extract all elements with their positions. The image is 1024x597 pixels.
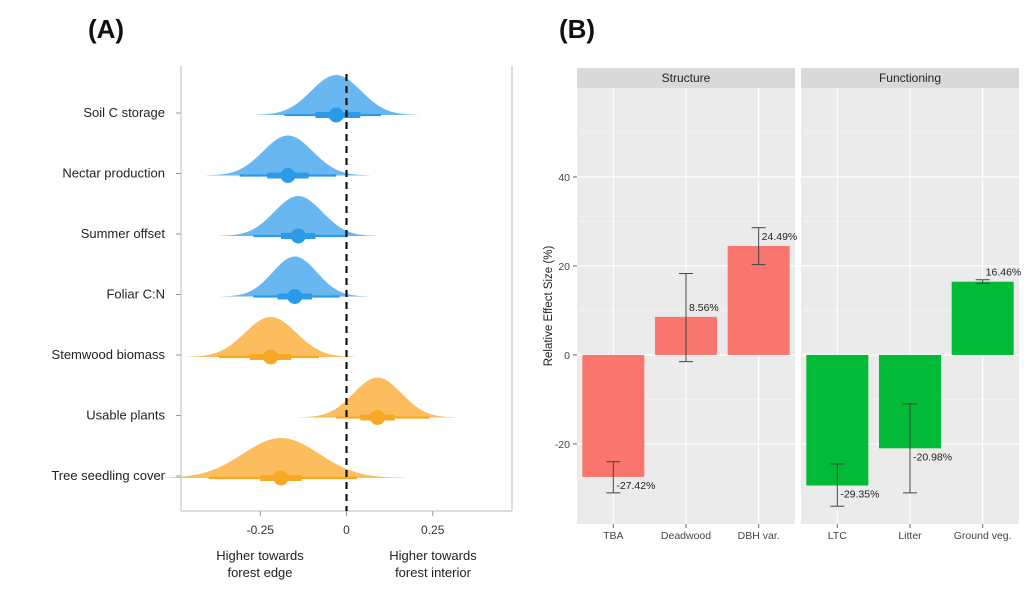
density-row	[176, 256, 368, 304]
density-row	[176, 75, 418, 123]
b-x-tick-label: Ground veg.	[954, 530, 1012, 542]
panel-b-chart: Structure Functioning -27.42% 8.56% 24.49%…	[543, 68, 1021, 542]
panel-a-label: (A)	[88, 14, 124, 44]
category-label: Usable plants	[86, 408, 165, 423]
mean-point	[328, 107, 344, 123]
panel-b-label: (B)	[559, 14, 595, 44]
density-core	[219, 196, 378, 236]
data-label: 24.49%	[762, 231, 798, 243]
facet-functioning-title: Functioning	[879, 71, 941, 85]
x-tick-label: 0.25	[421, 523, 445, 537]
density-core	[298, 377, 457, 418]
density-row	[155, 438, 407, 486]
mean-point	[370, 410, 386, 425]
mean-point	[273, 470, 289, 486]
b-y-axis-label: Relative Effect Size (%)	[543, 246, 555, 367]
data-label: -27.42%	[616, 480, 655, 492]
data-label: 16.46%	[986, 267, 1022, 279]
density-core	[186, 317, 356, 357]
b-x-tick-label: TBA	[603, 530, 623, 542]
category-label: Stemwood biomass	[52, 347, 166, 362]
b-y-tick-label: -20	[555, 439, 570, 451]
right-note-line1: Higher towards	[389, 548, 477, 563]
x-tick-label: -0.25	[247, 523, 275, 537]
b-x-tick-label: Deadwood	[661, 530, 711, 542]
right-note-line2: forest interior	[395, 565, 472, 580]
category-label: Summer offset	[81, 226, 166, 241]
density-core	[254, 75, 418, 115]
b-x-tick-label: Litter	[898, 530, 922, 542]
mean-point	[287, 289, 303, 304]
b-x-tick-label: LTC	[828, 530, 847, 542]
mean-point	[280, 168, 296, 183]
data-label: 8.56%	[689, 302, 719, 314]
b-x-tick-label: DBH var.	[738, 530, 780, 542]
category-label: Tree seedling cover	[51, 468, 165, 483]
panel-a-chart: Soil C storage Nectar production Summer of…	[51, 66, 513, 580]
category-label: Soil C storage	[83, 105, 165, 120]
bar	[951, 281, 1014, 355]
density-core	[155, 438, 407, 478]
bar	[582, 354, 645, 477]
facet-structure-strip	[577, 68, 795, 88]
data-label: -29.35%	[840, 489, 879, 501]
b-y-tick-label: 40	[558, 172, 570, 184]
density-row	[176, 196, 378, 244]
x-tick-label: 0	[343, 523, 350, 537]
left-note-line2: forest edge	[227, 565, 292, 580]
facet-functioning-strip	[801, 68, 1019, 88]
data-label: -20.98%	[913, 451, 952, 463]
density-row	[176, 377, 457, 425]
density-core	[206, 135, 370, 176]
density-row	[176, 317, 356, 365]
category-label: Foliar C:N	[106, 287, 165, 302]
density-core	[221, 256, 368, 297]
left-note-line1: Higher towards	[216, 548, 304, 563]
b-y-tick-label: 20	[558, 261, 570, 273]
b-y-tick-label: 0	[564, 350, 570, 362]
category-label: Nectar production	[62, 166, 165, 181]
density-row	[176, 135, 370, 183]
mean-point	[263, 349, 279, 365]
facet-structure-title: Structure	[662, 71, 711, 85]
mean-point	[290, 228, 306, 244]
